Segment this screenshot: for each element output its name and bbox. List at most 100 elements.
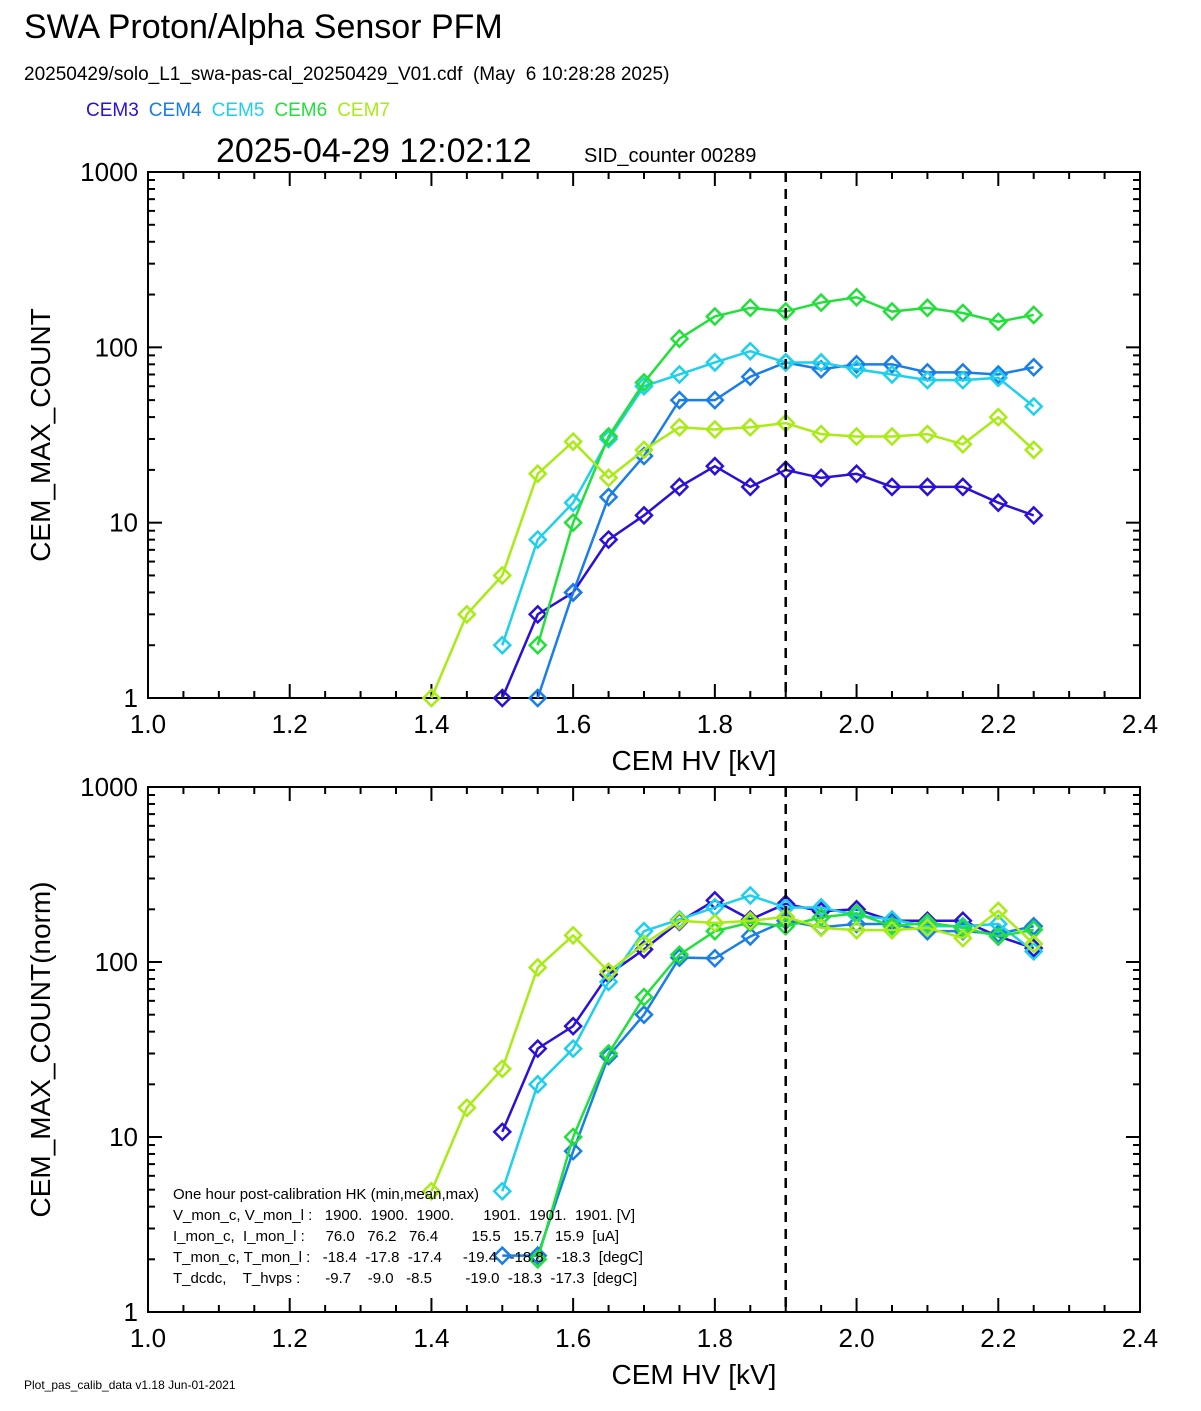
data-point-cem7 xyxy=(563,925,583,946)
legend-entry-cem4: CEM4 xyxy=(148,100,202,121)
data-point-cem4 xyxy=(740,366,761,387)
data-point-cem5 xyxy=(811,897,831,918)
data-point-cem7 xyxy=(917,424,938,444)
data-point-cem4 xyxy=(846,914,867,934)
data-point-cem6 xyxy=(846,287,867,308)
data-point-cem3 xyxy=(705,456,725,476)
data-point-cem5 xyxy=(527,1074,548,1095)
x-tick-label: 1.6 xyxy=(555,1323,591,1353)
data-area xyxy=(421,885,1044,1270)
data-point-cem3 xyxy=(563,1016,583,1036)
data-point-cem6 xyxy=(882,916,902,937)
x-axis-label: CEM HV [kV] xyxy=(612,1359,777,1390)
data-point-cem7 xyxy=(882,426,902,447)
data-point-cem7 xyxy=(740,417,761,438)
data-point-cem7 xyxy=(527,464,548,484)
data-point-cem3 xyxy=(492,688,513,708)
data-point-cem7 xyxy=(598,961,619,982)
data-point-cem5 xyxy=(1023,396,1044,417)
series-line-cem3 xyxy=(501,898,1035,1133)
data-point-cem7 xyxy=(988,901,1009,921)
x-tick-label: 2.2 xyxy=(980,709,1016,739)
data-point-cem7 xyxy=(846,920,867,940)
data-point-cem7 xyxy=(527,957,548,978)
data-point-cem6 xyxy=(563,512,583,533)
y-tick-label: 1 xyxy=(124,683,138,713)
data-point-cem4 xyxy=(1023,357,1044,378)
data-point-cem4 xyxy=(669,390,690,410)
data-point-cem7 xyxy=(846,426,867,447)
data-point-cem4 xyxy=(598,487,619,507)
data-point-cem6 xyxy=(775,916,796,937)
data-point-cem6 xyxy=(953,303,973,323)
data-point-cem6 xyxy=(634,372,654,393)
data-point-cem5 xyxy=(740,341,761,362)
data-point-cem4 xyxy=(669,947,690,968)
data-point-cem4 xyxy=(527,1245,548,1266)
data-point-cem5 xyxy=(705,352,725,373)
data-point-cem7 xyxy=(811,917,831,938)
x-tick-label: 1.4 xyxy=(413,1323,449,1353)
data-point-cem5 xyxy=(846,359,867,380)
data-point-cem4 xyxy=(988,923,1009,944)
y-axis-label: CEM_MAX_COUNT(norm) xyxy=(25,881,56,1217)
data-point-cem7 xyxy=(457,1097,477,1118)
x-tick-label: 2.0 xyxy=(838,1323,874,1353)
data-point-cem4 xyxy=(634,1004,654,1025)
data-point-cem6 xyxy=(917,912,938,933)
series-line-cem7 xyxy=(430,415,1035,699)
series-line-cem5 xyxy=(501,349,1035,646)
data-point-cem7 xyxy=(492,565,513,586)
y-tick-label: 100 xyxy=(95,947,138,977)
hk-line-2: V_mon_c, V_mon_l : 1900. 1900. 1900. 190… xyxy=(173,1207,635,1224)
footer-version: Plot_pas_calib_data v1.18 Jun-01-2021 xyxy=(24,1378,236,1392)
data-point-cem7 xyxy=(953,928,973,948)
y-axis-label: CEM_MAX_COUNT xyxy=(25,308,56,562)
data-point-cem5 xyxy=(598,972,619,992)
data-point-cem6 xyxy=(1023,305,1044,325)
data-point-cem6 xyxy=(527,635,548,655)
data-point-cem4 xyxy=(563,582,583,603)
legend: CEM3 CEM4 CEM5 CEM6 CEM7 xyxy=(86,100,400,122)
data-point-cem5 xyxy=(740,885,761,906)
data-point-cem6 xyxy=(598,426,619,447)
data-point-cem6 xyxy=(740,298,761,318)
data-point-cem6 xyxy=(1023,919,1044,940)
data-point-cem5 xyxy=(598,429,619,449)
chart-panel-2: 1.0 1.2 1.4 1.6 1.8 2.0 2.2 2.4 1 10 100 1000 CEM HV… xyxy=(25,772,1158,1390)
data-point-cem6 xyxy=(775,301,796,322)
data-point-cem5 xyxy=(563,492,583,513)
legend-entry-cem5: CEM5 xyxy=(211,100,265,121)
y-tick-label: 1000 xyxy=(80,157,138,187)
data-point-cem3 xyxy=(811,468,831,488)
x-tick-label: 1.2 xyxy=(272,709,308,739)
data-point-cem6 xyxy=(527,1249,548,1270)
data-point-cem7 xyxy=(634,440,654,460)
data-point-cem3 xyxy=(740,477,761,497)
data-point-cem5 xyxy=(882,364,902,385)
x-tick-label: 2.0 xyxy=(838,709,874,739)
x-tick-label: 1.4 xyxy=(413,709,449,739)
data-point-cem3 xyxy=(1023,505,1044,526)
data-point-cem7 xyxy=(1023,934,1044,954)
y-tick-label: 10 xyxy=(109,508,138,538)
data-point-cem7 xyxy=(598,468,619,488)
data-point-cem3 xyxy=(492,1122,513,1142)
data-point-cem5 xyxy=(669,364,690,385)
data-point-cem5 xyxy=(917,370,938,390)
data-point-cem4 xyxy=(705,948,725,969)
x-axis-label: CEM HV [kV] xyxy=(612,745,777,776)
hk-line-1: One hour post-calibration HK (min,mean,m… xyxy=(173,1186,479,1203)
page-title: SWA Proton/Alpha Sensor PFM xyxy=(24,8,503,46)
data-point-cem6 xyxy=(917,298,938,318)
data-point-cem7 xyxy=(1023,440,1044,460)
x-tick-label: 1.8 xyxy=(697,709,733,739)
legend-entry-cem6: CEM6 xyxy=(274,100,328,121)
data-point-cem7 xyxy=(421,1181,442,1201)
series-cem7 xyxy=(421,407,1044,708)
chart-panel-1: 1.0 1.2 1.4 1.6 1.8 2.0 2.2 2.4 1 10 100 1000 CEM HV… xyxy=(25,157,1158,776)
data-point-cem4 xyxy=(740,926,761,947)
sid-counter: SID_counter 00289 xyxy=(584,145,757,167)
data-point-cem6 xyxy=(669,944,690,965)
